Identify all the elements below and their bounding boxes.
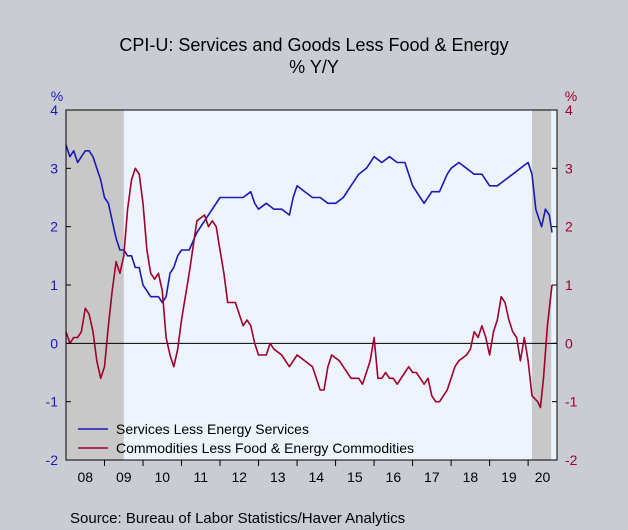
y-tick-left-label: 3 <box>50 160 58 176</box>
recession-band-2 <box>531 110 552 460</box>
x-tick-label: 17 <box>424 469 440 485</box>
y-tick-right-label: -1 <box>565 394 578 410</box>
y-tick-right-label: 4 <box>565 102 573 118</box>
y-tick-left-label: -2 <box>46 452 59 468</box>
y-label-right: % <box>565 88 577 104</box>
x-tick-label: 11 <box>194 469 209 485</box>
x-tick-label: 18 <box>463 469 479 485</box>
x-tick-label: 12 <box>232 469 248 485</box>
x-tick-label: 19 <box>501 469 517 485</box>
y-tick-left-label: 4 <box>50 102 58 118</box>
y-tick-right-label: 0 <box>565 335 573 351</box>
plot-area <box>66 110 557 460</box>
recession-band-1 <box>66 110 124 460</box>
x-tick-label: 10 <box>154 469 170 485</box>
x-tick-label: 09 <box>116 469 132 485</box>
legend-label-commodities: Commodities Less Food & Energy Commoditi… <box>116 440 414 456</box>
y-axis-right: -2 -1 0 1 2 3 4 <box>552 102 578 468</box>
y-tick-left-label: 2 <box>50 219 58 235</box>
y-tick-right-label: 3 <box>565 160 573 176</box>
recession-shading <box>66 110 552 460</box>
y-label-left: % <box>51 88 63 104</box>
x-tick-label: 20 <box>535 469 551 485</box>
y-axis-left: -2 -1 0 1 2 3 4 <box>46 102 71 468</box>
chart-title: CPI-U: Services and Goods Less Food & En… <box>119 35 508 55</box>
y-tick-left-label: 0 <box>50 335 58 351</box>
x-tick-label: 08 <box>77 469 93 485</box>
x-tick-label: 14 <box>309 469 325 485</box>
y-tick-left-label: 1 <box>50 277 58 293</box>
x-tick-label: 16 <box>386 469 402 485</box>
y-tick-right-label: 1 <box>565 277 573 293</box>
y-tick-right-label: -2 <box>565 452 578 468</box>
series-line-services <box>65 144 553 304</box>
chart-subtitle: % Y/Y <box>289 57 339 77</box>
source-note: Source: Bureau of Labor Statistics/Haver… <box>70 510 405 527</box>
legend: Services Less Energy Services Commoditie… <box>78 421 414 456</box>
y-tick-left-label: -1 <box>46 394 59 410</box>
series-line-commodities <box>65 167 553 409</box>
y-tick-right-label: 2 <box>565 219 573 235</box>
x-tick-label: 15 <box>347 469 363 485</box>
x-axis: 08 09 10 11 12 13 14 15 16 17 18 19 20 <box>77 460 551 485</box>
x-tick-label: 13 <box>270 469 286 485</box>
series-layer <box>65 144 553 409</box>
legend-label-services: Services Less Energy Services <box>116 421 309 437</box>
